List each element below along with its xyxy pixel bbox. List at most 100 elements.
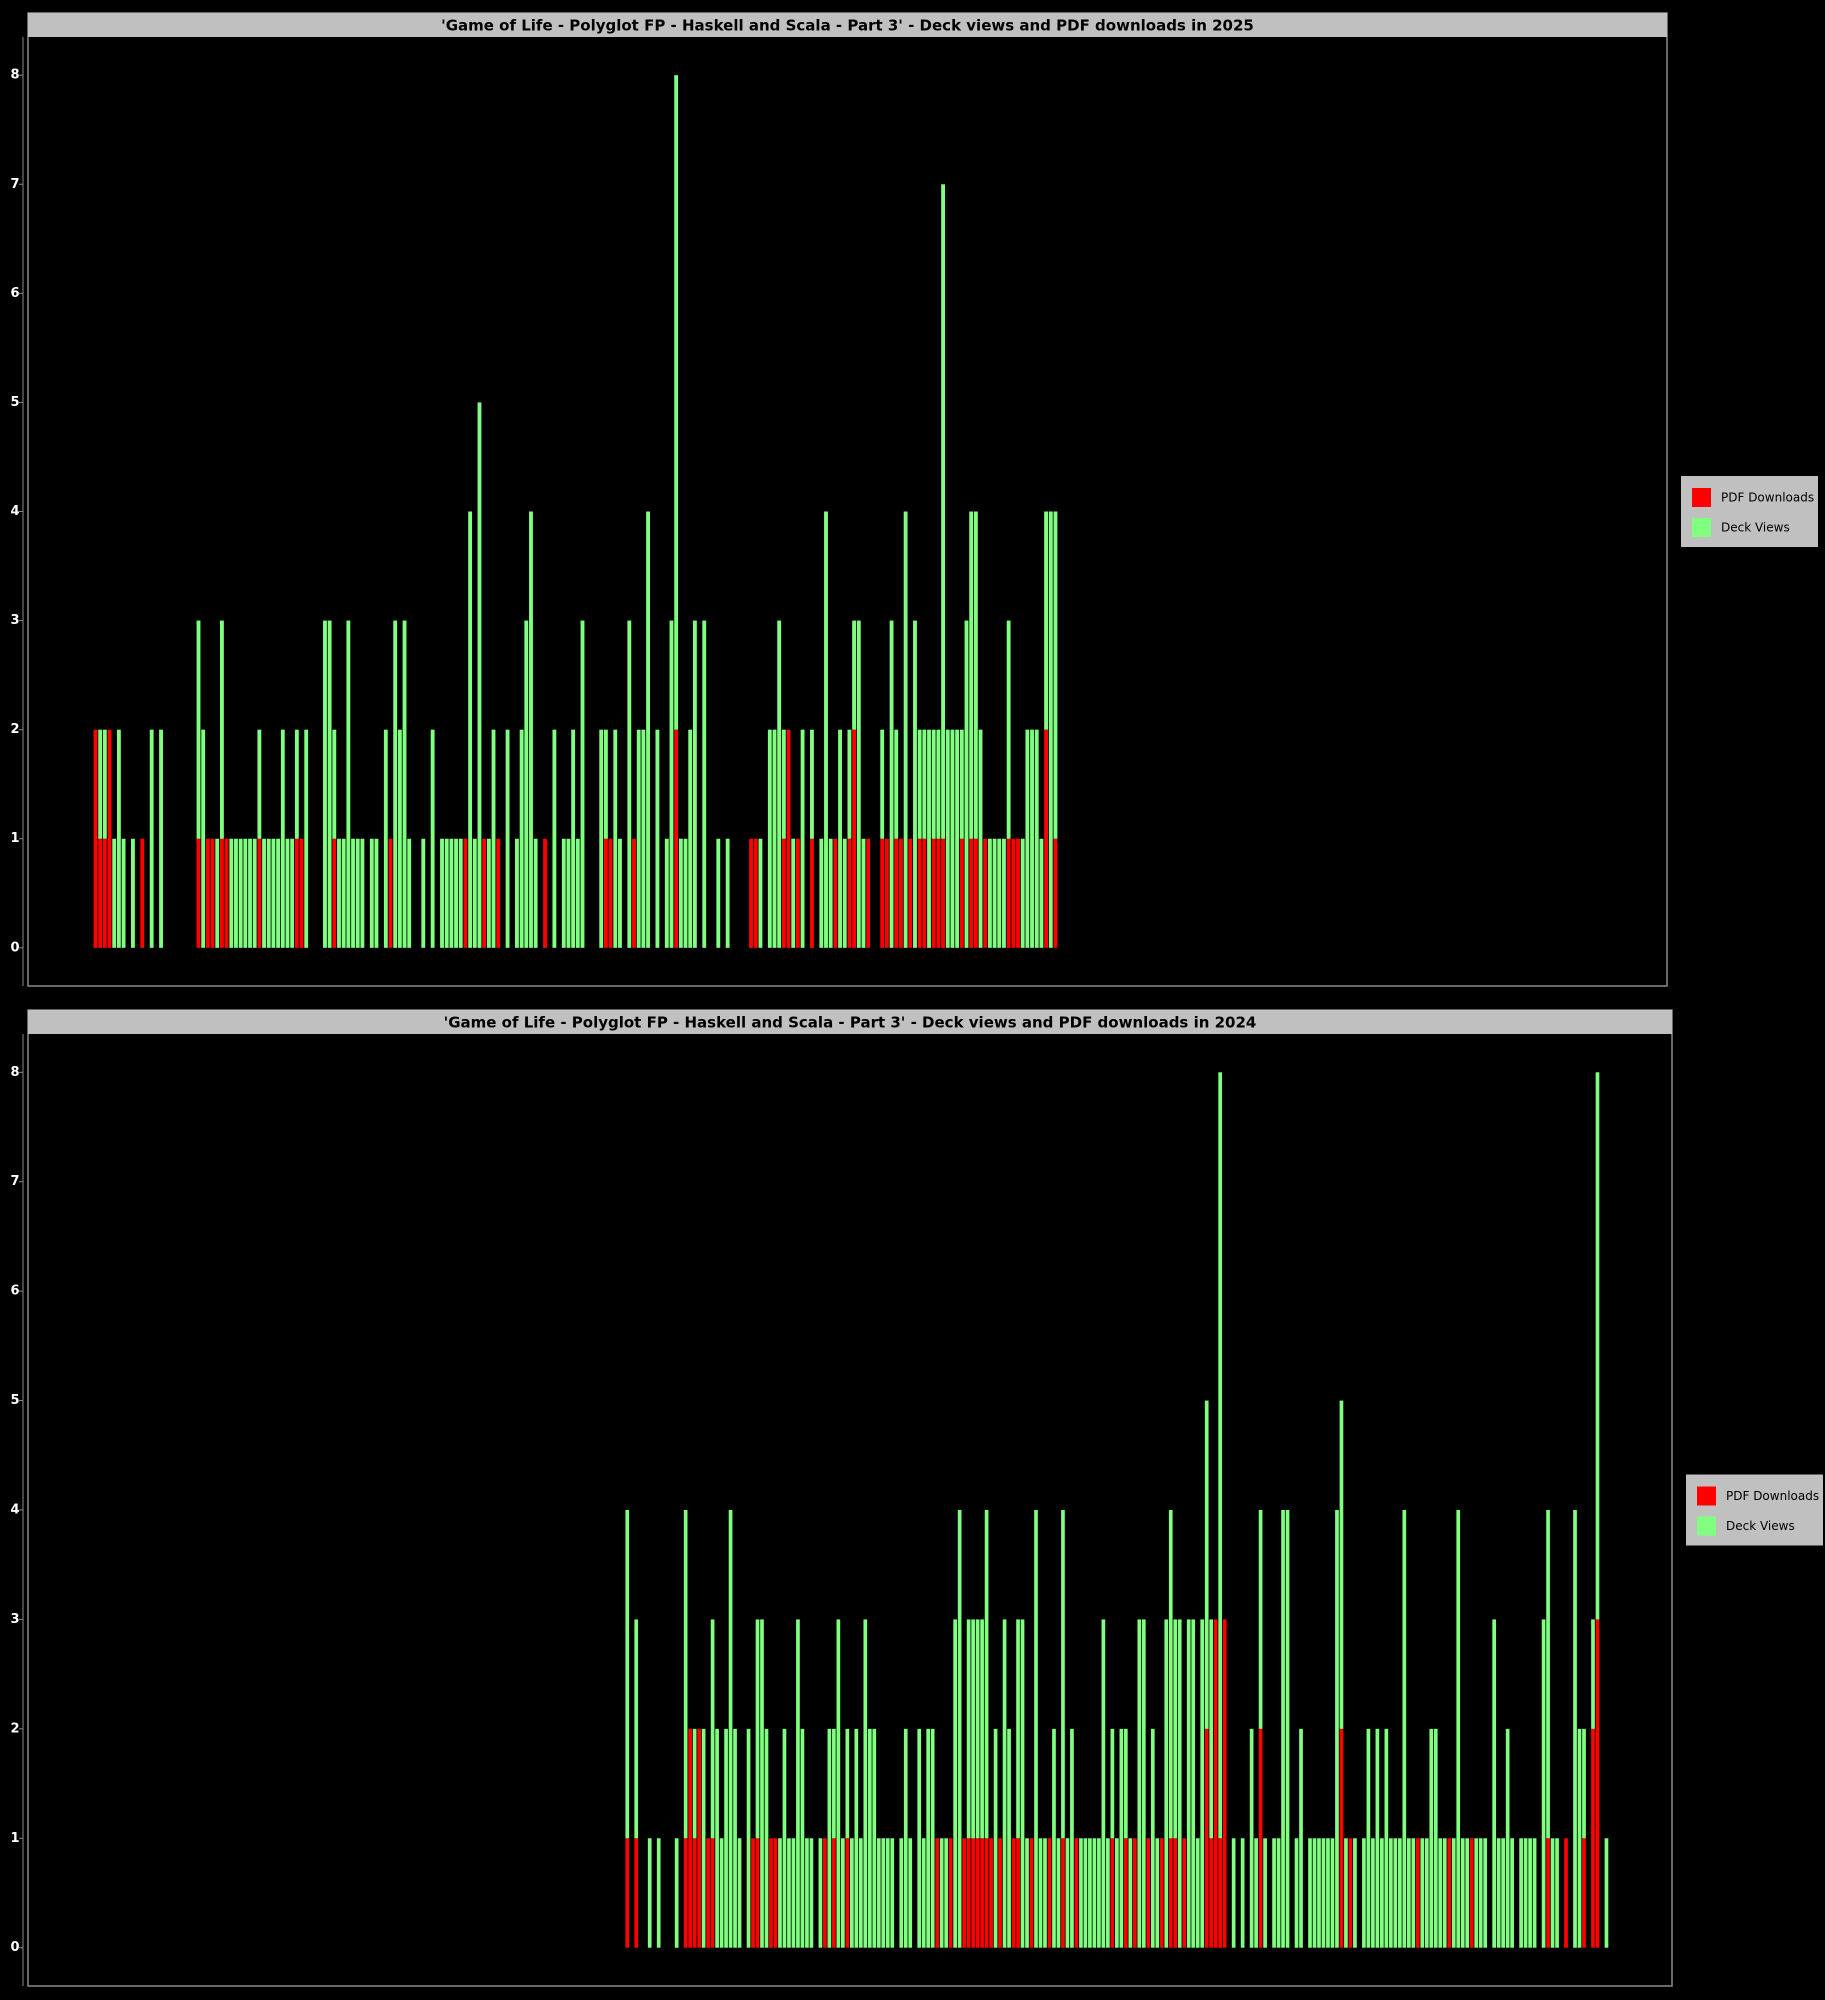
bar-segment <box>634 1619 639 1839</box>
bar-segment <box>496 838 501 948</box>
bar-segment <box>1591 1728 1595 1948</box>
bar-segment <box>917 729 922 839</box>
bar-segment <box>603 838 608 948</box>
bar-segment <box>1204 1728 1209 1948</box>
bar-segment <box>903 1728 908 1948</box>
bar-segment <box>809 1838 814 1948</box>
bar-segment <box>1034 729 1039 948</box>
bar-segment <box>791 1838 796 1948</box>
bar-segment <box>1375 1728 1380 1948</box>
bar-segment <box>867 1728 872 1948</box>
legend-swatch <box>1697 1486 1716 1506</box>
plot-frame <box>27 1009 1673 1987</box>
bar-segment <box>1038 1838 1043 1948</box>
bar-segment <box>1348 1838 1353 1948</box>
bar-segment <box>975 1619 980 1839</box>
bar-segment <box>899 838 903 948</box>
bar-segment <box>1092 1838 1097 1948</box>
bar-segment <box>701 1728 706 1948</box>
bar-segment <box>252 838 257 948</box>
bar-segment <box>561 838 566 948</box>
bar-segment <box>647 1838 652 1948</box>
bar-segment <box>131 838 135 948</box>
bar-segment <box>841 1838 845 1948</box>
bar-segment <box>1276 1838 1281 1948</box>
bar-segment <box>1195 1838 1200 1948</box>
bar-segment <box>603 729 608 839</box>
bar-segment <box>917 1728 922 1948</box>
bar-segment <box>1299 1728 1303 1948</box>
bar-segment <box>987 838 992 948</box>
bar-segment <box>1070 1728 1074 1948</box>
bar-segment <box>921 1838 926 1948</box>
bar-segment <box>1442 1838 1447 1948</box>
bar-segment <box>149 729 154 948</box>
bar-segment <box>1191 1619 1196 1948</box>
bar-segment <box>1222 1619 1227 1948</box>
bar-segment <box>491 729 496 948</box>
bar-segment <box>1128 1838 1133 1948</box>
bar-segment <box>1124 1728 1128 1839</box>
bar-segment <box>715 1728 719 1948</box>
bar-segment <box>852 620 857 730</box>
bar-segment <box>983 838 988 948</box>
bar-segment <box>1474 1838 1479 1948</box>
bar-segment <box>388 838 393 948</box>
bar-segment <box>1429 1728 1434 1948</box>
bar-segment <box>505 729 510 948</box>
bar-segment <box>627 620 632 948</box>
y-tick-label: 5 <box>10 1393 19 1408</box>
bar-segment <box>1006 838 1011 948</box>
bar-segment <box>978 729 983 948</box>
bar-segment <box>758 838 763 948</box>
bar-segment <box>791 838 796 948</box>
bar-segment <box>632 838 636 948</box>
bar-segment <box>566 838 571 948</box>
bar-segment <box>1294 1838 1299 1948</box>
bar-segment <box>889 620 894 948</box>
bar-segment <box>824 511 828 948</box>
bar-segment <box>1478 1838 1483 1948</box>
bar-segment <box>818 1838 823 1948</box>
bar-segment <box>1465 1838 1470 1948</box>
bar-segment <box>1528 1838 1532 1948</box>
bar-segment <box>777 620 782 948</box>
bar-segment <box>210 838 215 948</box>
y-tick-label: 1 <box>10 831 19 846</box>
bar-segment <box>1025 1838 1029 1948</box>
bar-segment <box>1006 620 1011 839</box>
bar-segment <box>641 729 646 948</box>
y-tick-label: 0 <box>10 1940 19 1955</box>
y-tick-label: 4 <box>10 504 19 519</box>
bar-segment <box>524 620 529 948</box>
bar-segment <box>1447 1838 1452 1948</box>
bar-segment <box>1326 1838 1330 1948</box>
bar-segment <box>716 838 721 948</box>
bar-segment <box>533 838 538 948</box>
bar-segment <box>746 1728 751 1948</box>
bar-segment <box>993 1728 998 1948</box>
bar-segment <box>688 1728 692 1948</box>
bar-segment <box>1159 1838 1164 1948</box>
bar-segment <box>885 1838 890 1948</box>
bar-segment <box>482 838 487 948</box>
bar-segment <box>847 729 852 839</box>
bar-segment <box>1002 1619 1007 1948</box>
chart-panel: 'Game of Life - Polyglot FP - Haskell an… <box>10 1009 1823 1987</box>
bar-segment <box>1330 1838 1335 1948</box>
bar-segment <box>935 1838 940 1948</box>
bar-segment <box>866 838 871 948</box>
y-tick-label: 1 <box>10 1831 19 1846</box>
bar-segment <box>323 620 327 948</box>
bar-segment <box>1541 1619 1546 1948</box>
bar-segment <box>674 75 679 730</box>
bar-segment <box>769 1838 773 1948</box>
bar-segment <box>962 1838 966 1948</box>
bar-segment <box>795 838 800 948</box>
y-tick-label: 7 <box>10 1174 19 1189</box>
bar-segment <box>692 1838 697 1948</box>
bar-segment <box>243 838 248 948</box>
bar-segment <box>966 1619 971 1839</box>
bar-segment <box>969 838 974 948</box>
y-tick-label: 7 <box>10 177 19 192</box>
